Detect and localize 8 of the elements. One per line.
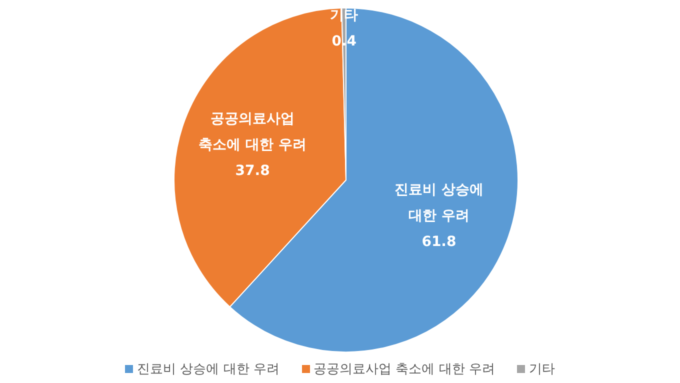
slice-label: 진료비 상승에 대한 우려 [394,182,484,224]
slice-label: 공공의료사업 축소에 대한 우려 [198,110,306,153]
data-label: 61.8 [422,234,456,250]
data-label: 37.8 [235,162,270,179]
data-label: 0.4 [332,33,357,50]
legend-label: 기타 [528,361,555,378]
legend-label: 공공의료사업 축소에 대한 우려 [312,361,495,378]
legend-label: 진료비 상승에 대한 우려 [136,361,280,378]
